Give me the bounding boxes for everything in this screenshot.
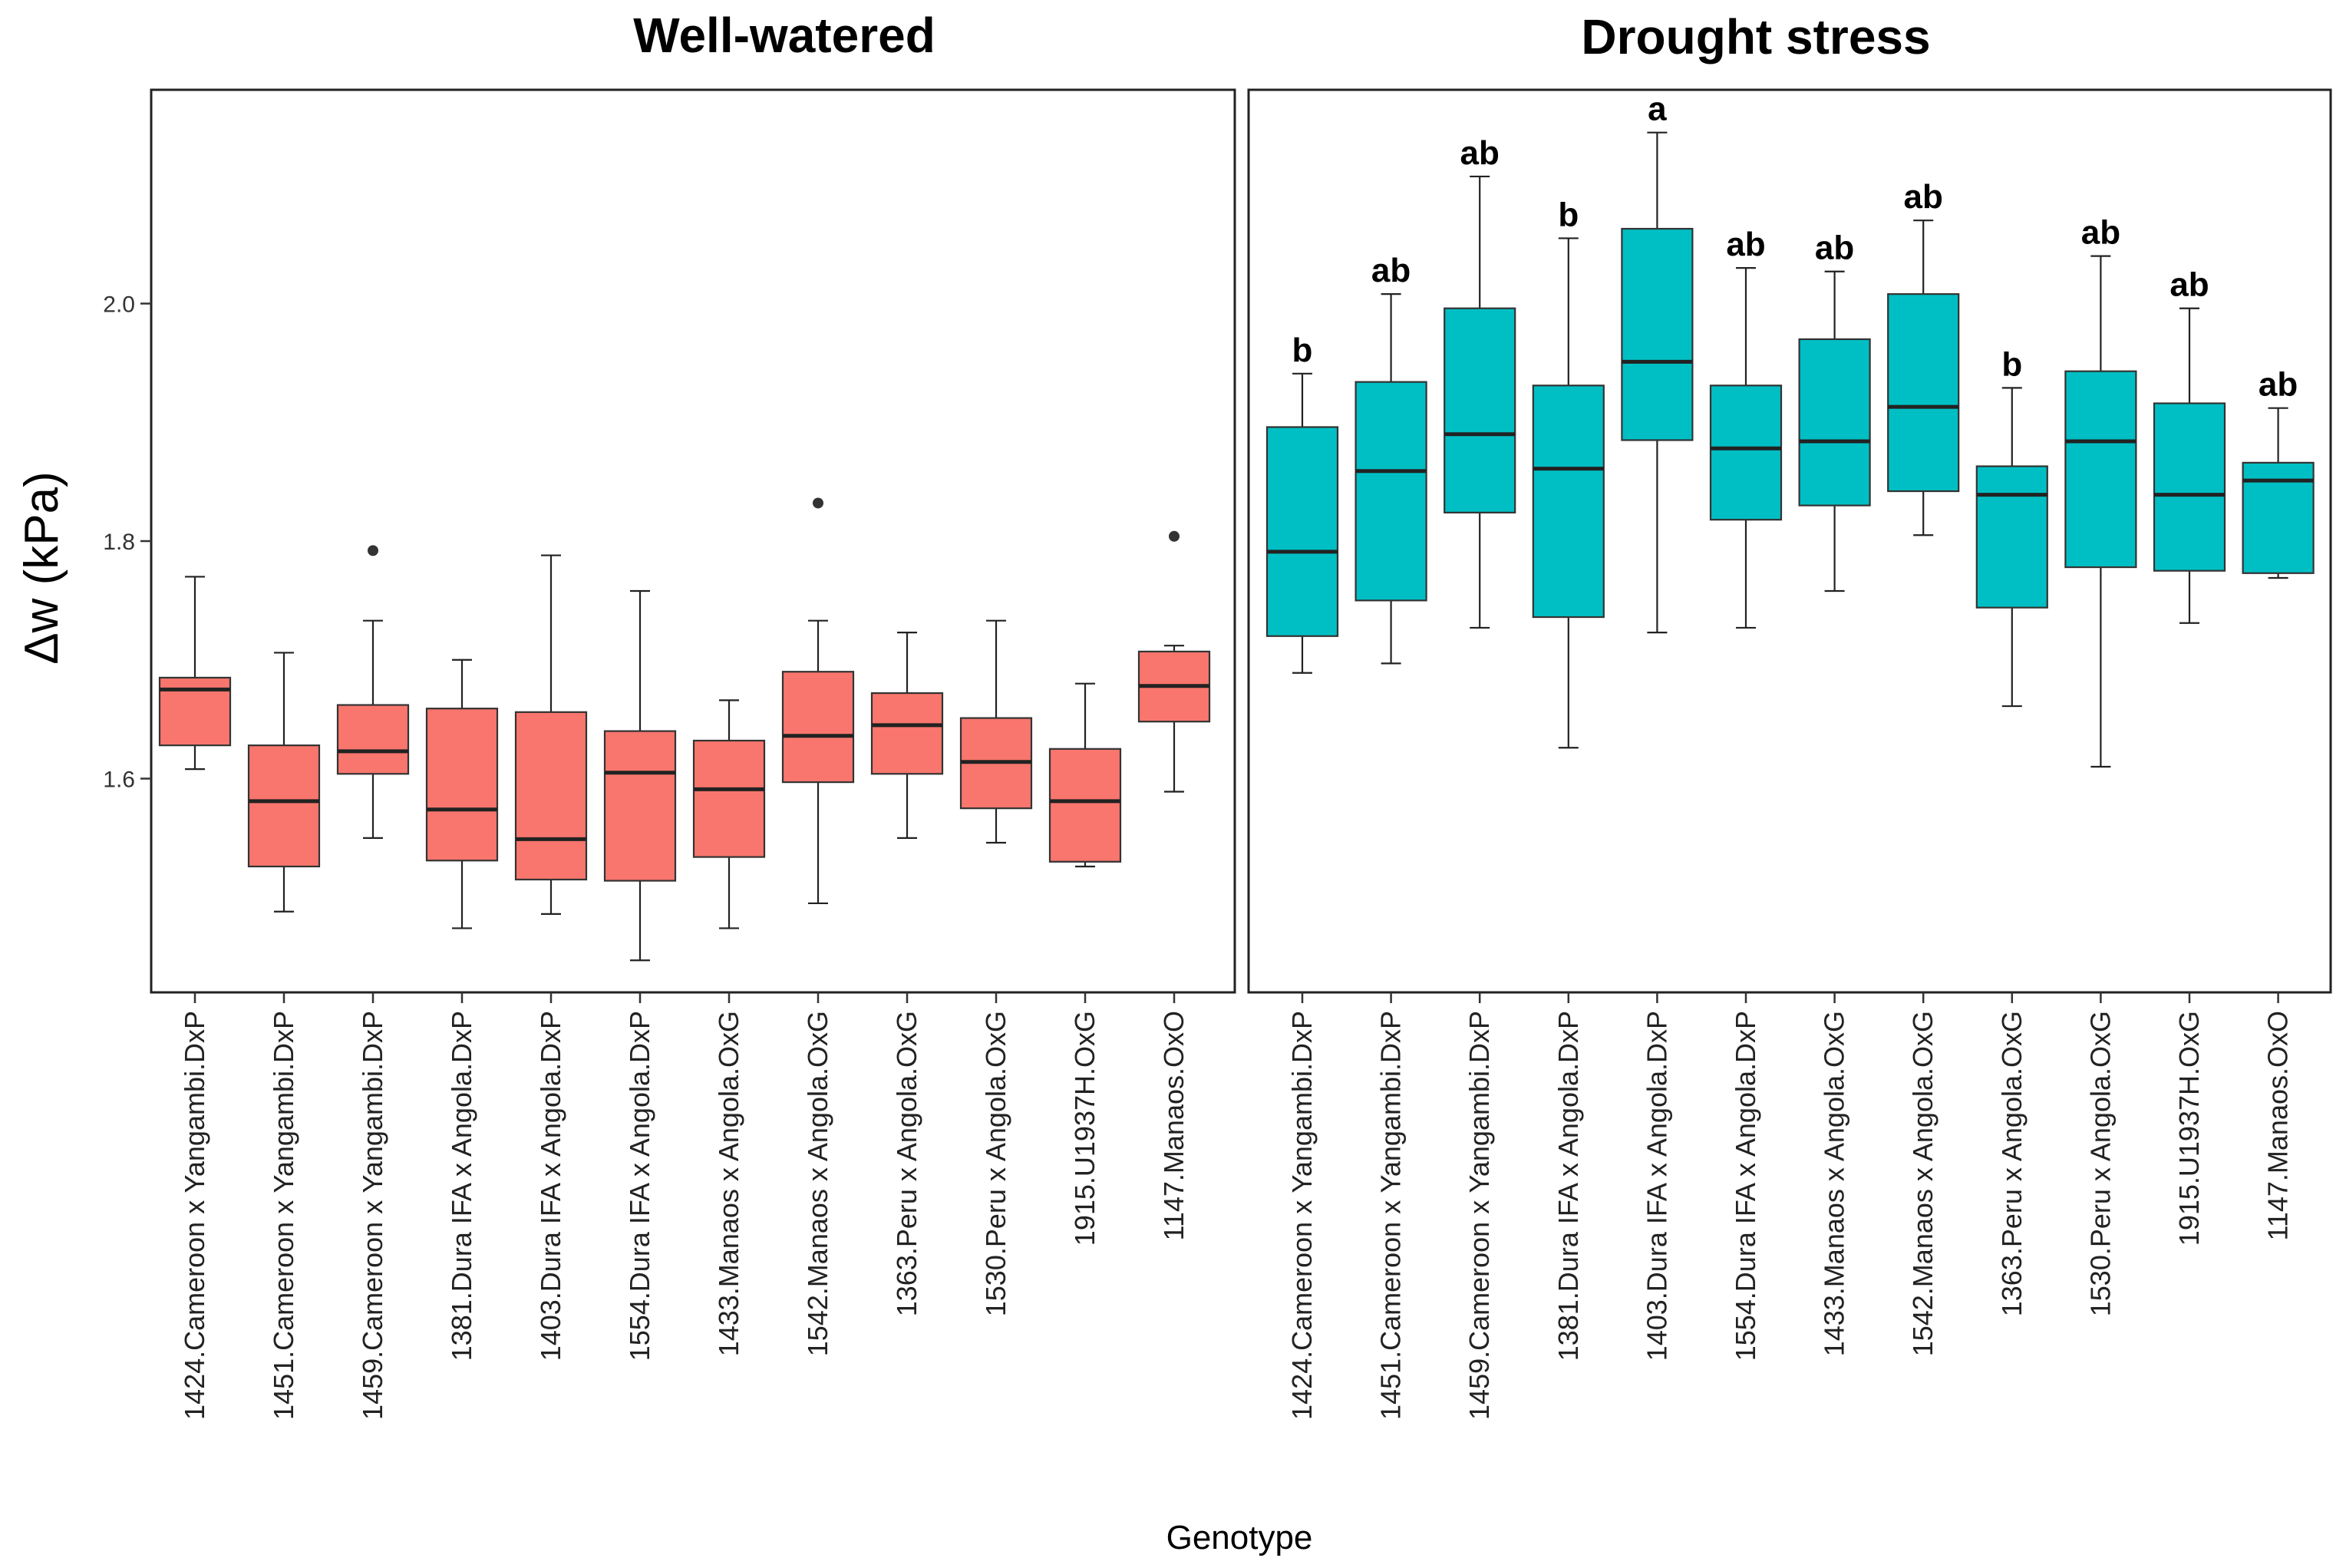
x-tick-label: 1433.Manaos x Angola.OxG bbox=[1819, 1011, 1850, 1356]
x-tick-label: 1459.Cameroon x Yangambi.DxP bbox=[1463, 1011, 1495, 1420]
x-tick-label: 1424.Cameroon x Yangambi.DxP bbox=[179, 1011, 210, 1420]
box-9: 1363.Peru x Angola.OxG bbox=[870, 632, 944, 1316]
x-tick-label: 1542.Manaos x Angola.OxG bbox=[1907, 1011, 1939, 1356]
box-1: b 1424.Cameroon x Yangambi.DxP bbox=[1265, 332, 1339, 1420]
x-tick-label: 1381.Dura IFA x Angola.DxP bbox=[446, 1011, 477, 1361]
y-axis-title: Δw (kPa) bbox=[15, 471, 68, 665]
iqr-box bbox=[781, 671, 855, 784]
x-tick-label: 1147.Manaos.OxO bbox=[2262, 1011, 2294, 1241]
x-tick-label: 1403.Dura IFA x Angola.DxP bbox=[1641, 1011, 1672, 1361]
x-tick-label: 1424.Cameroon x Yangambi.DxP bbox=[1286, 1011, 1318, 1420]
x-tick-label: 1147.Manaos.OxO bbox=[1158, 1011, 1189, 1241]
x-tick-label: 1915.U1937H.OxG bbox=[2173, 1011, 2205, 1246]
significance-label: b bbox=[1292, 332, 1313, 369]
x-tick-label: 1403.Dura IFA x Angola.DxP bbox=[535, 1011, 566, 1361]
iqr-box bbox=[1048, 748, 1122, 863]
outlier-point bbox=[1169, 530, 1180, 542]
x-tick-label: 1381.Dura IFA x Angola.DxP bbox=[1552, 1011, 1584, 1361]
x-tick-label: 1554.Dura IFA x Angola.DxP bbox=[1730, 1011, 1761, 1361]
x-tick-label: 1451.Cameroon x Yangambi.DxP bbox=[268, 1011, 299, 1420]
box-10: ab 1530.Peru x Angola.OxG bbox=[2064, 214, 2137, 1316]
x-tick-label: 1433.Manaos x Angola.OxG bbox=[713, 1011, 744, 1356]
panel-title-drought-stress: Drought stress bbox=[1581, 9, 1930, 64]
iqr-box bbox=[1975, 465, 2048, 609]
iqr-box bbox=[247, 744, 321, 868]
y-tick-label: 1.6 bbox=[103, 767, 135, 792]
box-5: a 1403.Dura IFA x Angola.DxP bbox=[1621, 91, 1694, 1361]
box-12: 1147.Manaos.OxO bbox=[1137, 530, 1211, 1241]
significance-label: ab bbox=[1726, 226, 1765, 263]
x-tick-label: 1451.Cameroon x Yangambi.DxP bbox=[1375, 1011, 1407, 1420]
box-9: b 1363.Peru x Angola.OxG bbox=[1975, 345, 2048, 1316]
iqr-box bbox=[1709, 385, 1783, 521]
y-tick-label: 1.8 bbox=[103, 530, 135, 555]
significance-label: ab bbox=[2259, 366, 2298, 404]
box-11: 1915.U1937H.OxG bbox=[1048, 682, 1122, 1246]
significance-label: ab bbox=[2169, 266, 2209, 304]
box-6: ab 1554.Dura IFA x Angola.DxP bbox=[1709, 226, 1783, 1361]
x-tick-label: 1530.Peru x Angola.OxG bbox=[2084, 1011, 2116, 1316]
box-3: ab 1459.Cameroon x Yangambi.DxP bbox=[1444, 134, 1516, 1420]
box-11: ab 1915.U1937H.OxG bbox=[2153, 266, 2226, 1246]
y-tick-label: 2.0 bbox=[103, 292, 135, 318]
significance-label: a bbox=[1648, 91, 1667, 128]
significance-label: ab bbox=[2081, 214, 2120, 252]
significance-label: b bbox=[1558, 196, 1579, 233]
iqr-box bbox=[336, 704, 410, 775]
box-10: 1530.Peru x Angola.OxG bbox=[959, 619, 1033, 1316]
box-3: 1459.Cameroon x Yangambi.DxP bbox=[336, 545, 410, 1420]
x-tick-label: 1459.Cameroon x Yangambi.DxP bbox=[357, 1011, 388, 1420]
iqr-box bbox=[603, 730, 677, 882]
outlier-point bbox=[813, 497, 823, 509]
significance-label: ab bbox=[1815, 229, 1854, 267]
panel-frame-drought-stress bbox=[1247, 88, 2332, 994]
box-6: 1554.Dura IFA x Angola.DxP bbox=[603, 589, 677, 1361]
panel-title-well-watered: Well-watered bbox=[633, 8, 935, 63]
box-5: 1403.Dura IFA x Angola.DxP bbox=[514, 554, 588, 1361]
x-tick-label: 1530.Peru x Angola.OxG bbox=[980, 1011, 1011, 1316]
significance-label: ab bbox=[1904, 178, 1943, 216]
box-2: 1451.Cameroon x Yangambi.DxP bbox=[247, 652, 321, 1420]
box-7: ab 1433.Manaos x Angola.OxG bbox=[1798, 229, 1871, 1356]
box-4: b 1381.Dura IFA x Angola.DxP bbox=[1532, 196, 1605, 1361]
iqr-box bbox=[1354, 381, 1427, 602]
plot-area: 1424.Cameroon x Yangambi.DxP 1451.Cameroo… bbox=[158, 91, 2315, 1420]
x-tick-label: 1542.Manaos x Angola.OxG bbox=[802, 1011, 833, 1356]
iqr-box bbox=[2153, 402, 2226, 572]
iqr-box bbox=[1887, 293, 1960, 493]
significance-label: b bbox=[2001, 345, 2022, 383]
iqr-box bbox=[2064, 370, 2137, 569]
box-12: ab 1147.Manaos.OxO bbox=[2242, 366, 2315, 1241]
x-tick-label: 1554.Dura IFA x Angola.DxP bbox=[624, 1011, 655, 1361]
iqr-box bbox=[1621, 227, 1694, 441]
iqr-box bbox=[870, 692, 944, 775]
box-8: ab 1542.Manaos x Angola.OxG bbox=[1887, 178, 1960, 1356]
box-2: ab 1451.Cameroon x Yangambi.DxP bbox=[1354, 252, 1427, 1420]
box-1: 1424.Cameroon x Yangambi.DxP bbox=[158, 576, 232, 1420]
x-tick-label: 1363.Peru x Angola.OxG bbox=[891, 1011, 922, 1316]
x-tick-label: 1915.U1937H.OxG bbox=[1069, 1011, 1100, 1246]
x-tick-label: 1363.Peru x Angola.OxG bbox=[1996, 1011, 2028, 1316]
outlier-point bbox=[368, 545, 378, 556]
x-axis-title: Genotype bbox=[1166, 1519, 1313, 1556]
significance-label: ab bbox=[1460, 134, 1500, 172]
iqr-box bbox=[1265, 426, 1339, 637]
iqr-box bbox=[425, 708, 499, 862]
iqr-box bbox=[692, 739, 766, 858]
box-7: 1433.Manaos x Angola.OxG bbox=[692, 699, 766, 1356]
iqr-box bbox=[1532, 385, 1605, 619]
iqr-box bbox=[514, 711, 588, 881]
iqr-box bbox=[1798, 338, 1871, 507]
box-4: 1381.Dura IFA x Angola.DxP bbox=[425, 659, 499, 1361]
y-axis: 1.6 1.8 2.0 bbox=[103, 292, 151, 792]
box-8: 1542.Manaos x Angola.OxG bbox=[781, 497, 855, 1356]
panel-well-watered: 1424.Cameroon x Yangambi.DxP 1451.Cameroo… bbox=[158, 497, 1211, 1420]
iqr-box bbox=[1444, 307, 1516, 513]
significance-label: ab bbox=[1371, 252, 1411, 289]
